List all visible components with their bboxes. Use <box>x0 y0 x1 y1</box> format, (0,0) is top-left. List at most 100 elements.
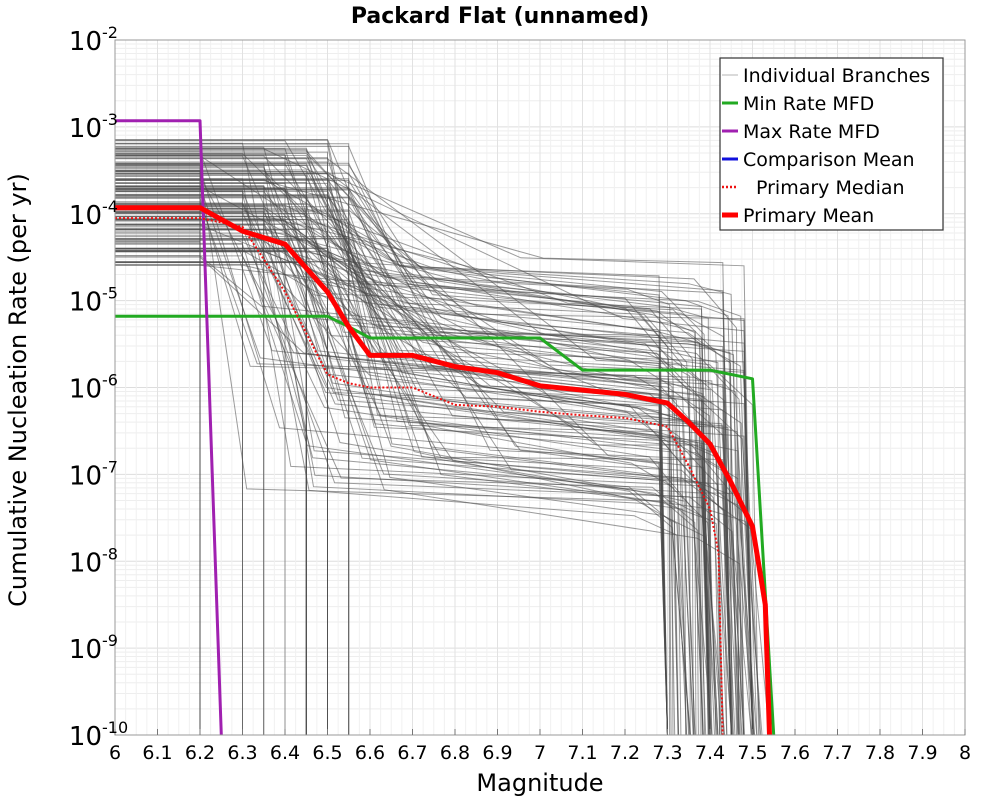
y-tick-label: 10 <box>69 27 102 57</box>
branch-line <box>115 242 243 735</box>
x-tick-label: 7.3 <box>652 742 682 764</box>
y-tick-exponent: -5 <box>102 284 118 303</box>
x-tick-label: 7.4 <box>695 742 725 764</box>
y-tick-label: 10 <box>69 114 102 144</box>
branch-line <box>115 243 703 736</box>
x-tick-label: 6.4 <box>270 742 300 764</box>
y-axis-label: Cumulative Nucleation Rate (per yr) <box>4 173 32 607</box>
x-tick-label: 6.3 <box>227 742 257 764</box>
branch-line <box>115 169 710 736</box>
x-tick-label: 7.2 <box>610 742 640 764</box>
branch-line <box>115 188 718 736</box>
y-tick-label: 10 <box>69 635 102 665</box>
branch-line <box>115 178 760 736</box>
branch-line <box>115 147 755 736</box>
branch-line <box>115 196 679 736</box>
series-line-max-rate-mfd <box>115 119 223 736</box>
x-axis-label: Magnitude <box>476 769 603 797</box>
branch-line <box>115 163 745 736</box>
branch-line <box>115 148 725 736</box>
y-tick-label: 10 <box>69 722 102 752</box>
x-tick-label: 6.6 <box>355 742 385 764</box>
branch-line <box>115 143 754 736</box>
y-tick-exponent: -4 <box>102 197 118 216</box>
y-tick-exponent: -2 <box>102 23 118 42</box>
x-tick-label: 6.2 <box>185 742 215 764</box>
y-tick-exponent: -6 <box>102 371 118 390</box>
branch-line <box>115 185 694 736</box>
y-tick-label: 10 <box>69 288 102 318</box>
grid <box>114 40 966 736</box>
x-tick-label: 6.7 <box>397 742 427 764</box>
y-tick-exponent: -8 <box>102 544 118 563</box>
x-tick-label: 8 <box>959 742 971 764</box>
x-tick-label: 7 <box>534 742 546 764</box>
branch-line <box>115 255 697 736</box>
branch-line <box>115 229 742 736</box>
branch-line <box>115 261 721 736</box>
branch-line <box>115 197 682 736</box>
branch-line <box>115 211 720 736</box>
branch-line <box>115 223 719 736</box>
y-tick-label: 10 <box>69 461 102 491</box>
legend-label: Comparison Mean <box>743 149 915 171</box>
branch-line <box>115 264 752 736</box>
series-lines <box>115 119 776 736</box>
branch-line <box>115 178 758 736</box>
individual-branches <box>115 139 770 736</box>
y-tick-exponent: -10 <box>102 718 128 737</box>
branch-line <box>115 256 694 736</box>
x-tick-label: 6.9 <box>482 742 512 764</box>
y-tick-exponent: -9 <box>102 631 118 650</box>
series-line-primary-mean <box>115 205 772 736</box>
branch-line <box>115 205 699 736</box>
branch-line <box>115 171 726 736</box>
branch-line <box>115 182 710 736</box>
x-tick-label: 7.6 <box>780 742 810 764</box>
x-tick-label: 6.5 <box>312 742 342 764</box>
branch-line <box>115 182 307 735</box>
x-tick-label: 7.9 <box>907 742 937 764</box>
legend-label: Primary Median <box>756 177 905 199</box>
x-tick-label: 7.8 <box>865 742 895 764</box>
chart-title: Packard Flat (unnamed) <box>351 4 649 29</box>
series-line-min-rate-mfd <box>115 314 776 736</box>
y-tick-exponent: -7 <box>102 457 118 476</box>
branch-line <box>115 251 676 736</box>
y-tick-exponent: -3 <box>102 110 118 129</box>
legend-label: Max Rate MFD <box>743 121 880 143</box>
branch-line <box>115 161 328 735</box>
series-line-primary-median <box>115 217 724 736</box>
branch-line <box>115 140 732 736</box>
branch-line <box>115 212 717 736</box>
branch-line <box>115 212 724 736</box>
branch-line <box>115 210 723 736</box>
branch-line <box>115 146 711 736</box>
branch-line <box>115 202 696 736</box>
branch-line <box>115 234 713 736</box>
x-tick-label: 6.1 <box>142 742 172 764</box>
legend-label: Individual Branches <box>743 65 930 87</box>
branch-line <box>115 172 713 736</box>
x-tick-label: 6.8 <box>440 742 470 764</box>
branch-line <box>115 238 736 736</box>
branch-line <box>115 145 739 736</box>
x-tick-label: 6 <box>109 742 121 764</box>
y-tick-label: 10 <box>69 201 102 231</box>
axes: 6 6.1 6.2 6.3 6.4 6.5 6.6 6.7 6.8 6.9 7 7.1 7.2 7.3 7.… <box>69 23 971 764</box>
legend-label: Min Rate MFD <box>743 93 874 115</box>
y-tick-label: 10 <box>69 375 102 405</box>
x-tick-label: 7.7 <box>822 742 852 764</box>
legend-label: Primary Mean <box>743 205 874 227</box>
x-tick-label: 7.5 <box>737 742 767 764</box>
branch-line <box>115 194 680 736</box>
branch-line <box>115 179 668 736</box>
y-tick-label: 10 <box>69 548 102 578</box>
branch-line <box>115 261 745 736</box>
legend-box <box>719 57 944 231</box>
legend: Individual Branches Min Rate MFD Max Rate … <box>719 57 944 231</box>
x-tick-label: 7.1 <box>567 742 597 764</box>
branch-line <box>115 218 704 736</box>
branch-line <box>115 226 752 736</box>
